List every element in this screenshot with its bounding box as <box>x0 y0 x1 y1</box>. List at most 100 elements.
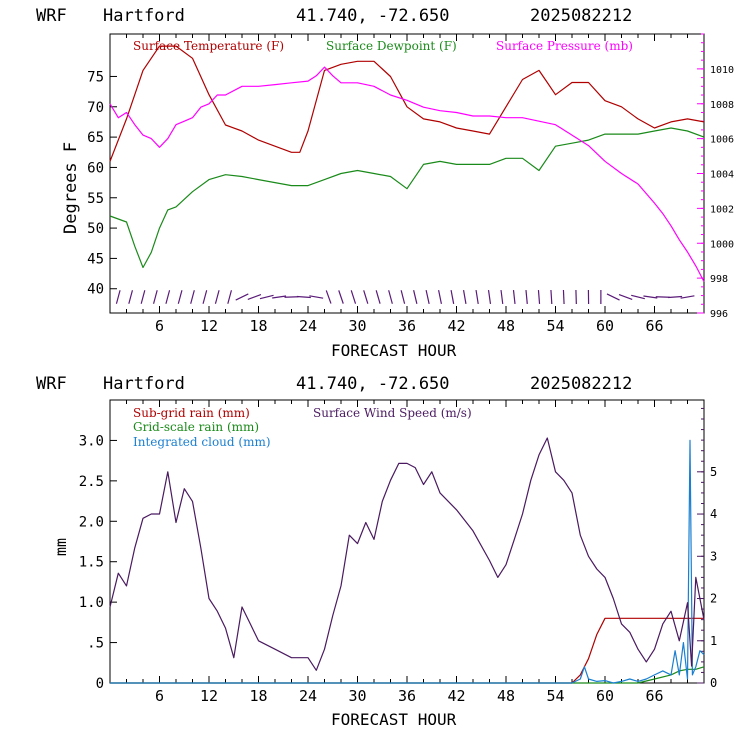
p2-ylabel: mm <box>52 538 70 556</box>
x-tick-label: 6 <box>155 317 164 335</box>
p2-title-location: Hartford <box>103 374 185 394</box>
y-tick-label: 55 <box>87 191 104 207</box>
y2-tick-label: 996 <box>710 309 728 320</box>
y-tick-label: 40 <box>87 282 104 298</box>
p1-title-location: Hartford <box>103 6 185 26</box>
wind-barb <box>260 295 274 298</box>
y2-tick-label: 4 <box>710 507 717 521</box>
x-tick-label: 60 <box>596 687 614 705</box>
series-line-1 <box>110 46 704 161</box>
x-tick-label: 60 <box>596 317 614 335</box>
x-tick-label: 48 <box>497 687 515 705</box>
x-tick-label: 12 <box>200 687 218 705</box>
wind-barb <box>141 290 145 304</box>
wind-barb <box>236 294 249 300</box>
p1-xlabel: FORECAST HOUR <box>331 341 457 360</box>
series-line-2 <box>110 128 704 268</box>
wind-barb <box>364 290 368 303</box>
wind-barb <box>129 290 133 304</box>
p2-legend-gridscale: Grid-scale rain (mm) <box>133 420 259 434</box>
wind-barb <box>414 290 417 304</box>
p1-legend-pressure: Surface Pressure (mb) <box>496 39 633 53</box>
y-tick-label: 0 <box>96 676 104 692</box>
wind-barb <box>643 296 657 298</box>
x-tick-label: 36 <box>398 317 416 335</box>
p1-title-run: 2025082212 <box>530 6 632 26</box>
y-tick-label: 1.5 <box>79 555 104 571</box>
y-tick-label: 60 <box>87 160 104 176</box>
y-tick-label: 50 <box>87 221 104 237</box>
y2-tick-label: 1006 <box>710 135 734 146</box>
wind-barb <box>668 297 682 298</box>
panel-1: WRF Hartford 41.740, -72.650 2025082212 … <box>36 6 734 360</box>
wind-barb <box>501 290 503 304</box>
x-tick-label: 42 <box>447 687 465 705</box>
wind-barb <box>248 295 261 300</box>
wind-barb <box>563 290 564 304</box>
y-tick-label: 45 <box>87 251 104 267</box>
wind-barb <box>513 290 515 304</box>
p1-ylabel: Degrees F <box>61 142 81 234</box>
y2-tick-label: 5 <box>710 465 717 479</box>
wind-barb <box>681 296 695 298</box>
p2-legend-subgrid: Sub-grid rain (mm) <box>133 406 250 420</box>
wind-barb <box>551 290 552 304</box>
p2-title-coords: 41.740, -72.650 <box>296 374 450 394</box>
x-tick-label: 54 <box>546 317 564 335</box>
y-tick-label: 1.0 <box>79 595 104 611</box>
y-tick-label: 65 <box>87 130 104 146</box>
wind-barb <box>228 290 232 304</box>
x-tick-label: 30 <box>348 317 366 335</box>
x-tick-label: 24 <box>299 317 317 335</box>
x-tick-label: 54 <box>546 687 564 705</box>
p1-legend-dewpoint: Surface Dewpoint (F) <box>326 39 457 53</box>
wind-barb <box>631 295 645 298</box>
x-tick-label: 24 <box>299 687 317 705</box>
x-tick-label: 42 <box>447 317 465 335</box>
y-tick-label: 2.0 <box>79 514 104 530</box>
wind-barb <box>203 290 207 304</box>
wind-barb <box>339 290 344 303</box>
y2-tick-label: 1008 <box>710 100 734 111</box>
y-tick-label: 75 <box>87 69 104 85</box>
series-line-3 <box>110 440 704 683</box>
y-tick-label: 2.5 <box>79 474 104 490</box>
wind-barb <box>326 290 331 303</box>
wind-barb <box>297 297 311 298</box>
wind-barb <box>309 296 323 298</box>
wind-barb <box>476 290 478 304</box>
p2-title-run: 2025082212 <box>530 374 632 394</box>
y-tick-label: 70 <box>87 100 104 116</box>
x-tick-label: 48 <box>497 317 515 335</box>
x-tick-label: 6 <box>155 687 164 705</box>
wind-barb <box>178 290 182 304</box>
wind-barb <box>376 290 380 303</box>
wind-barb <box>191 290 195 304</box>
x-tick-label: 36 <box>398 687 416 705</box>
p2-legend-cloud: Integrated cloud (mm) <box>133 435 271 449</box>
x-tick-label: 18 <box>249 687 267 705</box>
wind-barb <box>166 290 170 304</box>
y2-tick-label: 1004 <box>710 170 734 181</box>
p1-wind-barbs <box>116 290 694 304</box>
p2-series <box>110 438 704 683</box>
series-line-3 <box>110 67 704 282</box>
p2-xlabel: FORECAST HOUR <box>331 710 457 729</box>
x-tick-label: 18 <box>249 317 267 335</box>
series-line-1 <box>110 618 704 683</box>
wind-barb <box>439 290 442 304</box>
wind-barb <box>401 290 404 304</box>
wind-barb <box>215 290 219 304</box>
wind-barb <box>451 290 454 304</box>
series-line-4 <box>110 438 704 670</box>
p2-legend-windspeed: Surface Wind Speed (m/s) <box>313 406 472 420</box>
wind-barb <box>351 290 355 303</box>
y2-tick-label: 2 <box>710 592 717 606</box>
p1-title-model: WRF <box>36 6 67 26</box>
y2-tick-label: 1 <box>710 634 717 648</box>
y2-tick-label: 0 <box>710 676 717 690</box>
wind-barb <box>426 290 429 304</box>
panel-2: WRF Hartford 41.740, -72.650 2025082212 … <box>36 374 717 729</box>
